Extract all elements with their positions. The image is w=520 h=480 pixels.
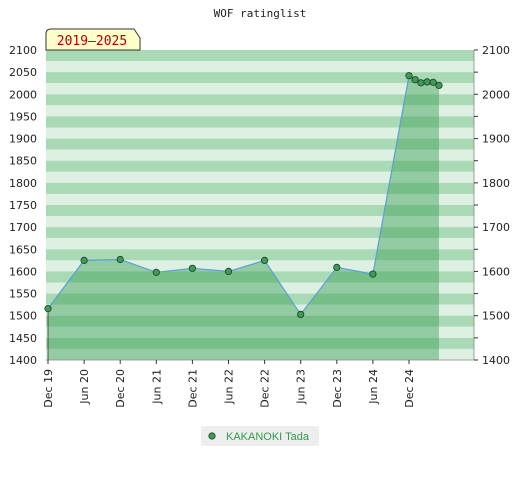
x-axis: Dec 19 Jun 20 Dec 20 Jun 21 Dec 21 Jun 22 Dec … [42, 359, 474, 408]
data-point[interactable] [423, 78, 431, 86]
x-tick-label: Dec 24 [403, 369, 416, 408]
series-markers [44, 72, 443, 318]
data-point[interactable] [260, 256, 269, 264]
x-tick-label: Jun 20 [78, 369, 91, 405]
band [46, 304, 474, 316]
band [46, 50, 474, 62]
band [46, 205, 474, 217]
x-tick-label: Jun 24 [367, 369, 380, 405]
band [46, 227, 474, 239]
x-tick-label: Dec 20 [114, 369, 127, 408]
band [46, 171, 474, 183]
y-tick-label-left: 2100 [9, 44, 37, 57]
band [46, 83, 474, 95]
band [46, 149, 474, 161]
band [46, 293, 474, 305]
data-point[interactable] [297, 310, 305, 318]
band [46, 94, 474, 106]
band [46, 127, 474, 139]
y-tick-label-left: 1850 [9, 155, 37, 168]
data-point[interactable] [80, 256, 88, 264]
y-tick-label-left: 1400 [9, 354, 37, 367]
data-point[interactable] [417, 79, 425, 87]
legend[interactable]: KAKANOKI Tada [201, 426, 319, 446]
y-tick-label-left: 1750 [9, 199, 37, 212]
y-tick-label-left: 2050 [9, 66, 37, 79]
y-tick-label-left: 1800 [9, 177, 37, 190]
band [46, 249, 474, 261]
band [46, 138, 474, 150]
band [46, 160, 474, 172]
y-tick-label-right: 1500 [482, 310, 510, 323]
legend-box [201, 426, 319, 446]
band [46, 337, 474, 349]
y-tick-label-left: 1900 [9, 133, 37, 146]
band [46, 72, 474, 84]
band [46, 271, 474, 283]
y-tick-label-left: 1500 [9, 310, 37, 323]
y-tick-label-right: 2100 [482, 44, 510, 57]
data-point[interactable] [224, 267, 233, 275]
x-tick-label: Jun 23 [295, 369, 308, 405]
data-point[interactable] [435, 81, 443, 90]
y-tick-label-right: 1700 [482, 221, 510, 234]
period-badge: 2019–2025 [45, 28, 141, 51]
data-point[interactable] [116, 255, 124, 264]
series-area [48, 75, 439, 360]
x-tick-label: Dec 23 [331, 369, 344, 408]
x-tick-label: Dec 22 [259, 369, 272, 408]
data-point[interactable] [188, 264, 196, 272]
rating-area [48, 75, 439, 360]
y-tick-label-left: 1650 [9, 243, 37, 256]
band [46, 326, 474, 338]
x-tick-label: Jun 21 [150, 369, 163, 405]
data-point[interactable] [44, 304, 52, 313]
data-point[interactable] [152, 268, 160, 276]
y-tick-label-left: 2000 [9, 88, 37, 101]
y-tick-label-left: 1550 [9, 288, 37, 301]
band [46, 61, 474, 73]
y-axis-right: 1400 1500 1600 1700 1800 1900 2000 2100 [473, 44, 510, 367]
y-tick-label-left: 1600 [9, 265, 37, 278]
y-tick-label-right: 2000 [482, 88, 510, 101]
x-tick-label: Dec 21 [186, 369, 199, 408]
band [46, 216, 474, 228]
band [46, 348, 474, 360]
y-tick-label-left: 1450 [9, 332, 37, 345]
x-tick-label: Dec 19 [42, 369, 55, 408]
y-tick-label-left: 1700 [9, 221, 37, 234]
data-point[interactable] [411, 76, 419, 84]
band [46, 260, 474, 272]
band [46, 315, 474, 327]
period-badge-label: 2019–2025 [57, 34, 127, 49]
band [46, 182, 474, 194]
band [46, 193, 474, 205]
period-badge-box [45, 28, 141, 51]
legend-marker-icon [208, 432, 216, 440]
band [46, 282, 474, 294]
y-tick-label-right: 1600 [482, 265, 510, 278]
y-tick-label-right: 1800 [482, 177, 510, 190]
data-point[interactable] [369, 270, 377, 278]
band [46, 116, 474, 128]
data-point[interactable] [333, 263, 341, 271]
plot-background-bands [46, 50, 474, 360]
band [46, 105, 474, 117]
y-axis-left: 1400 1450 1500 1550 1600 1650 1700 1750 1800 1850… [9, 44, 37, 367]
x-tick-label: Jun 22 [223, 369, 236, 405]
legend-label-kakanoki-tada: KAKANOKI Tada [226, 431, 310, 443]
y-tick-label-left: 1950 [9, 110, 37, 123]
y-tick-label-right: 1900 [482, 133, 510, 146]
band [46, 238, 474, 250]
y-tick-label-right: 1400 [482, 354, 510, 367]
data-point[interactable] [405, 72, 413, 80]
data-point[interactable] [429, 78, 437, 86]
chart-title: WOF ratinglist [214, 7, 307, 20]
